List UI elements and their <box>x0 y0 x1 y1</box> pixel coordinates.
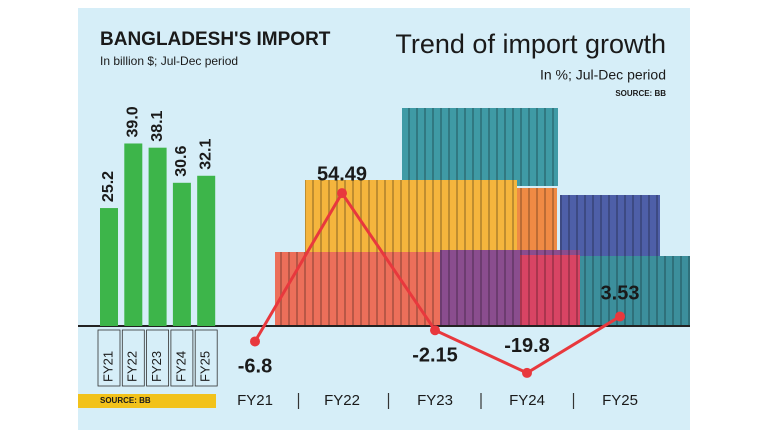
x-tick-label: FY25 <box>602 392 638 409</box>
value-label: 32.1 <box>197 139 214 170</box>
x-tick-label: FY21 <box>237 392 273 409</box>
category-cell <box>194 329 218 387</box>
value-label: 30.6 <box>173 146 190 177</box>
category-cell <box>97 329 121 387</box>
value-label: -19.8 <box>504 335 550 357</box>
value-label: -6.8 <box>238 356 272 378</box>
x-tick-label: FY25 <box>198 351 213 382</box>
category-cell <box>121 329 145 387</box>
value-label: -2.15 <box>412 344 458 366</box>
bar-title: BANGLADESH'S IMPORT <box>100 29 331 50</box>
x-tick-label: FY21 <box>100 351 115 382</box>
category-cell <box>170 329 194 387</box>
bar <box>148 147 167 326</box>
category-cell <box>146 329 170 387</box>
value-label: 54.49 <box>317 163 367 185</box>
point <box>337 188 347 199</box>
value-label: 25.2 <box>100 171 117 202</box>
point <box>615 311 625 322</box>
bar-source: SOURCE: BB <box>100 396 151 405</box>
bar <box>124 143 143 326</box>
source-band <box>78 394 216 408</box>
x-tick-label: FY23 <box>149 351 164 382</box>
bar <box>197 175 216 326</box>
x-tick-label: FY22 <box>125 351 140 382</box>
point <box>522 367 532 378</box>
point <box>430 325 440 336</box>
x-tick-label: FY24 <box>173 351 188 382</box>
point <box>250 336 260 347</box>
x-tick-label: FY24 <box>509 392 545 409</box>
value-label: 39.0 <box>125 106 142 137</box>
line-title: Trend of import growth <box>395 29 666 59</box>
line-source: SOURCE: BB <box>615 89 666 98</box>
x-tick-label: FY23 <box>417 392 453 409</box>
value-label: 38.1 <box>149 110 166 141</box>
container-illustration <box>275 108 690 326</box>
x-tick-label: FY22 <box>324 392 360 409</box>
bar <box>172 182 191 326</box>
value-label: 3.53 <box>601 283 640 305</box>
bar-subtitle: In billion $; Jul-Dec period <box>100 54 238 68</box>
bar <box>100 208 118 326</box>
line-subtitle: In %; Jul-Dec period <box>540 67 666 83</box>
